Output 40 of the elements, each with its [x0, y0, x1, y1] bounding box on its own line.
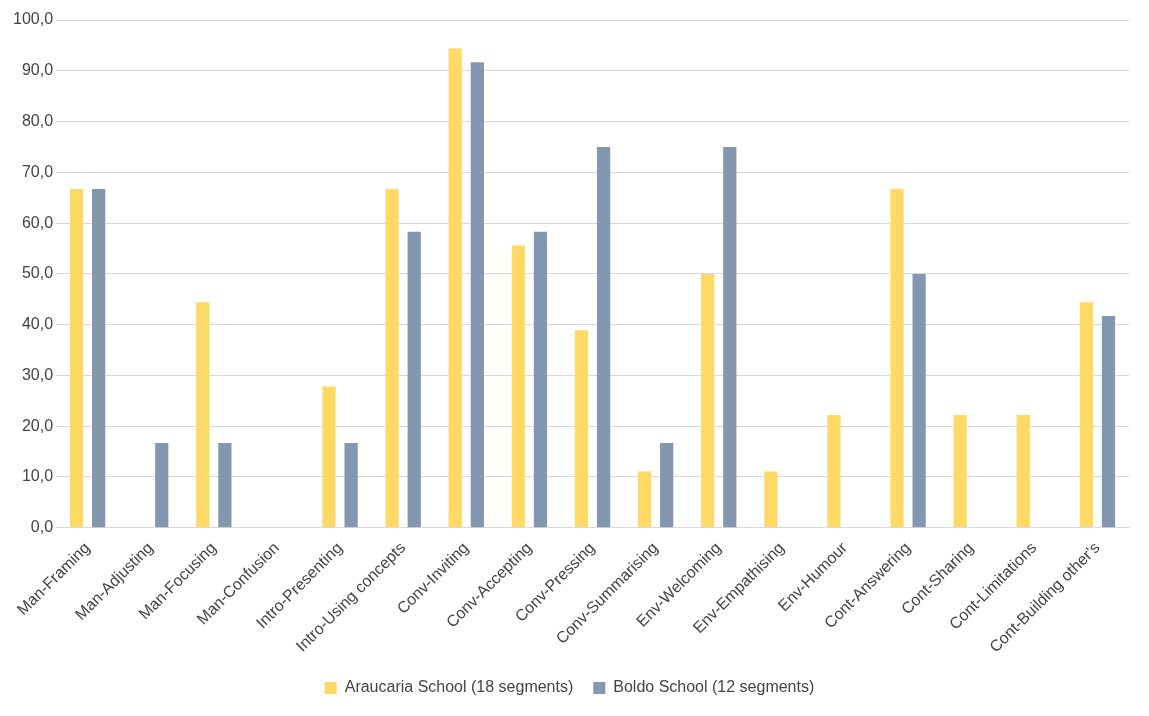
bar: [827, 415, 841, 528]
bar: [912, 273, 926, 528]
bar: [764, 471, 778, 528]
bar: [69, 189, 84, 528]
y-tick-label: 20,0: [21, 416, 54, 434]
bar: [155, 442, 169, 528]
bar: [92, 189, 106, 528]
bar: [385, 189, 399, 528]
bar: [596, 146, 611, 528]
bar: [660, 442, 674, 528]
bar: [701, 273, 715, 528]
y-tick-label: 90,0: [21, 61, 54, 79]
y-tick-label: 50,0: [21, 264, 54, 282]
bar: [322, 386, 336, 528]
y-tick-label: 10,0: [21, 467, 54, 485]
bar: [890, 189, 904, 528]
y-tick-label: 100,0: [12, 10, 54, 28]
bar: [470, 62, 484, 528]
bar: [953, 415, 967, 528]
bar: [637, 471, 652, 528]
bar: [574, 330, 589, 528]
y-tick-label: 0,0: [30, 518, 54, 536]
bar: [407, 231, 421, 528]
bar: [344, 442, 358, 528]
bar: [448, 48, 462, 528]
y-tick-label: 40,0: [21, 315, 54, 333]
bar: [1016, 415, 1030, 528]
y-tick-label: 80,0: [21, 111, 54, 129]
legend-label: Boldo School (12 segments): [613, 678, 815, 696]
bar: [511, 245, 525, 528]
bar: [533, 231, 548, 528]
bar: [218, 442, 232, 528]
bar: [196, 302, 210, 528]
legend-label: Araucaria School (18 segments): [344, 678, 574, 696]
y-tick-label: 30,0: [21, 365, 54, 383]
y-tick-label: 60,0: [21, 213, 54, 231]
bar: [723, 146, 737, 528]
bar: [1079, 302, 1094, 528]
bar: [1101, 316, 1116, 528]
y-tick-label: 70,0: [21, 162, 54, 180]
